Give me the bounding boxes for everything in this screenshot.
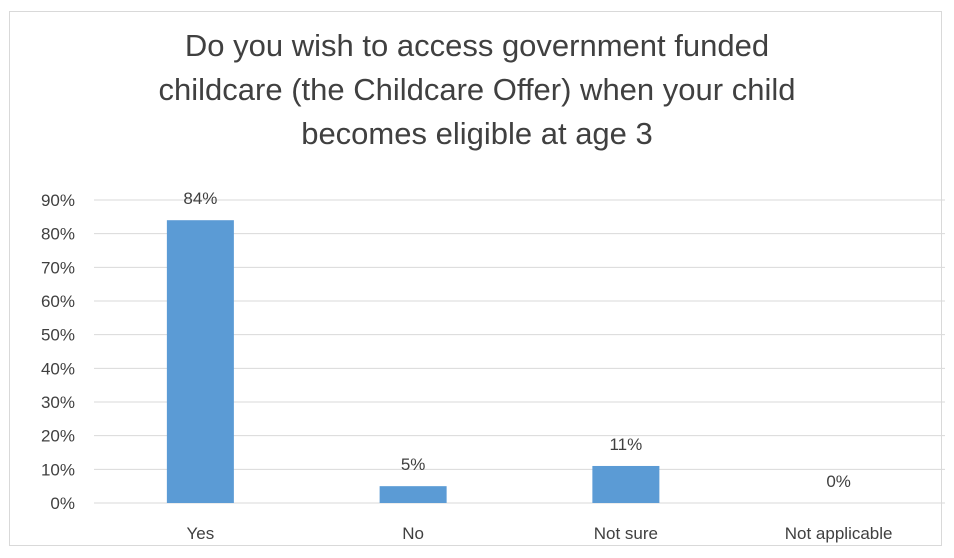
y-tick-label: 90% bbox=[41, 191, 75, 210]
y-tick-label: 80% bbox=[41, 225, 75, 244]
data-labels: 84% 5% 11% 0% bbox=[183, 189, 851, 491]
y-tick-label: 60% bbox=[41, 292, 75, 311]
y-tick-label: 0% bbox=[50, 494, 75, 513]
chart-title-line-1: Do you wish to access government funded bbox=[184, 28, 770, 63]
chart-title-line-2: childcare (the Childcare Offer) when you… bbox=[158, 72, 796, 107]
data-label: 0% bbox=[826, 472, 851, 491]
y-tick-label: 50% bbox=[41, 326, 75, 345]
x-tick-label: No bbox=[402, 524, 424, 543]
gridlines bbox=[94, 199, 945, 504]
x-tick-label: Yes bbox=[187, 524, 215, 543]
bar-not-sure bbox=[592, 465, 660, 503]
x-tick-label: Not sure bbox=[594, 524, 658, 543]
y-tick-label: 30% bbox=[41, 393, 75, 412]
chart-title: Do you wish to access government funded … bbox=[0, 24, 954, 156]
bars bbox=[166, 220, 660, 503]
y-tick-label: 70% bbox=[41, 258, 75, 277]
x-tick-label: Not applicable bbox=[785, 524, 893, 543]
y-tick-label: 20% bbox=[41, 427, 75, 446]
chart-frame bbox=[9, 11, 942, 546]
chart-title-line-3: becomes eligible at age 3 bbox=[301, 116, 653, 151]
x-axis-tick-labels: Yes No Not sure Not applicable bbox=[187, 524, 893, 543]
bar-yes bbox=[166, 220, 234, 503]
data-label: 5% bbox=[401, 455, 426, 474]
bar-no bbox=[379, 486, 447, 503]
data-label: 84% bbox=[183, 189, 217, 208]
y-tick-label: 10% bbox=[41, 460, 75, 479]
y-axis-tick-labels: 0% 10% 20% 30% 40% 50% 60% 70% 80% 90% bbox=[41, 191, 75, 513]
data-label: 11% bbox=[609, 435, 642, 454]
y-tick-label: 40% bbox=[41, 359, 75, 378]
